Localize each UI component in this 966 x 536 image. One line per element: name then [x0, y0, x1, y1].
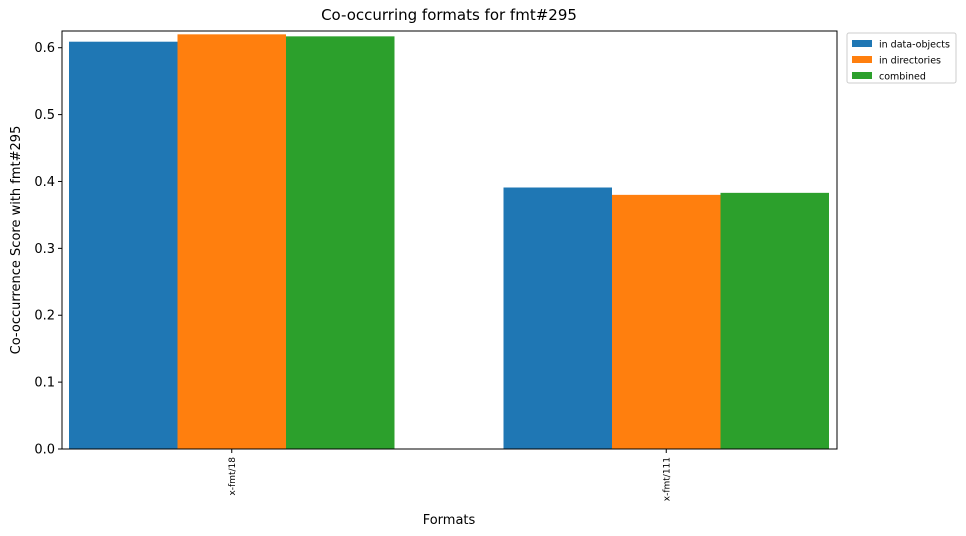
legend-frame — [846, 32, 957, 84]
bar-in-data-objects-x-fmt-111 — [503, 187, 612, 449]
bar-combined-x-fmt-111 — [720, 192, 829, 449]
chart-title: Co-occurring formats for fmt#295 — [321, 6, 577, 24]
bar-in-directories-x-fmt-18 — [177, 34, 286, 450]
y-tick-label: 0.6 — [34, 41, 55, 56]
x-tick-label: x-fmt/111 — [662, 457, 672, 501]
legend: in data-objects in directories combined — [846, 32, 957, 84]
legend-swatch — [852, 72, 872, 79]
plot-frame — [61, 30, 838, 450]
bar-combined-x-fmt-18 — [286, 36, 395, 449]
y-tick-label: 0.5 — [34, 108, 55, 123]
x-axis: x-fmt/18 x-fmt/111 — [228, 449, 672, 501]
y-tick-label: 0.2 — [34, 309, 55, 324]
legend-swatch — [852, 40, 872, 47]
y-axis: 0.0 0.1 0.2 0.3 0.4 0.5 0.6 — [34, 41, 62, 458]
bar-in-data-objects-x-fmt-18 — [69, 41, 178, 449]
y-tick-label: 0.1 — [34, 376, 55, 391]
y-axis-label: Co-occurrence Score with fmt#295 — [9, 126, 24, 355]
y-tick-label: 0.4 — [34, 175, 55, 190]
bar-in-directories-x-fmt-111 — [612, 194, 721, 449]
y-tick-label: 0.3 — [34, 242, 55, 257]
x-axis-label: Formats — [423, 513, 476, 528]
x-tick-label: x-fmt/18 — [228, 457, 238, 496]
legend-swatch — [852, 56, 872, 63]
legend-label: combined — [879, 72, 926, 83]
y-tick-label: 0.0 — [34, 443, 55, 458]
legend-label: in data-objects — [879, 40, 950, 51]
legend-label: in directories — [879, 56, 941, 67]
bars-group — [69, 34, 829, 450]
